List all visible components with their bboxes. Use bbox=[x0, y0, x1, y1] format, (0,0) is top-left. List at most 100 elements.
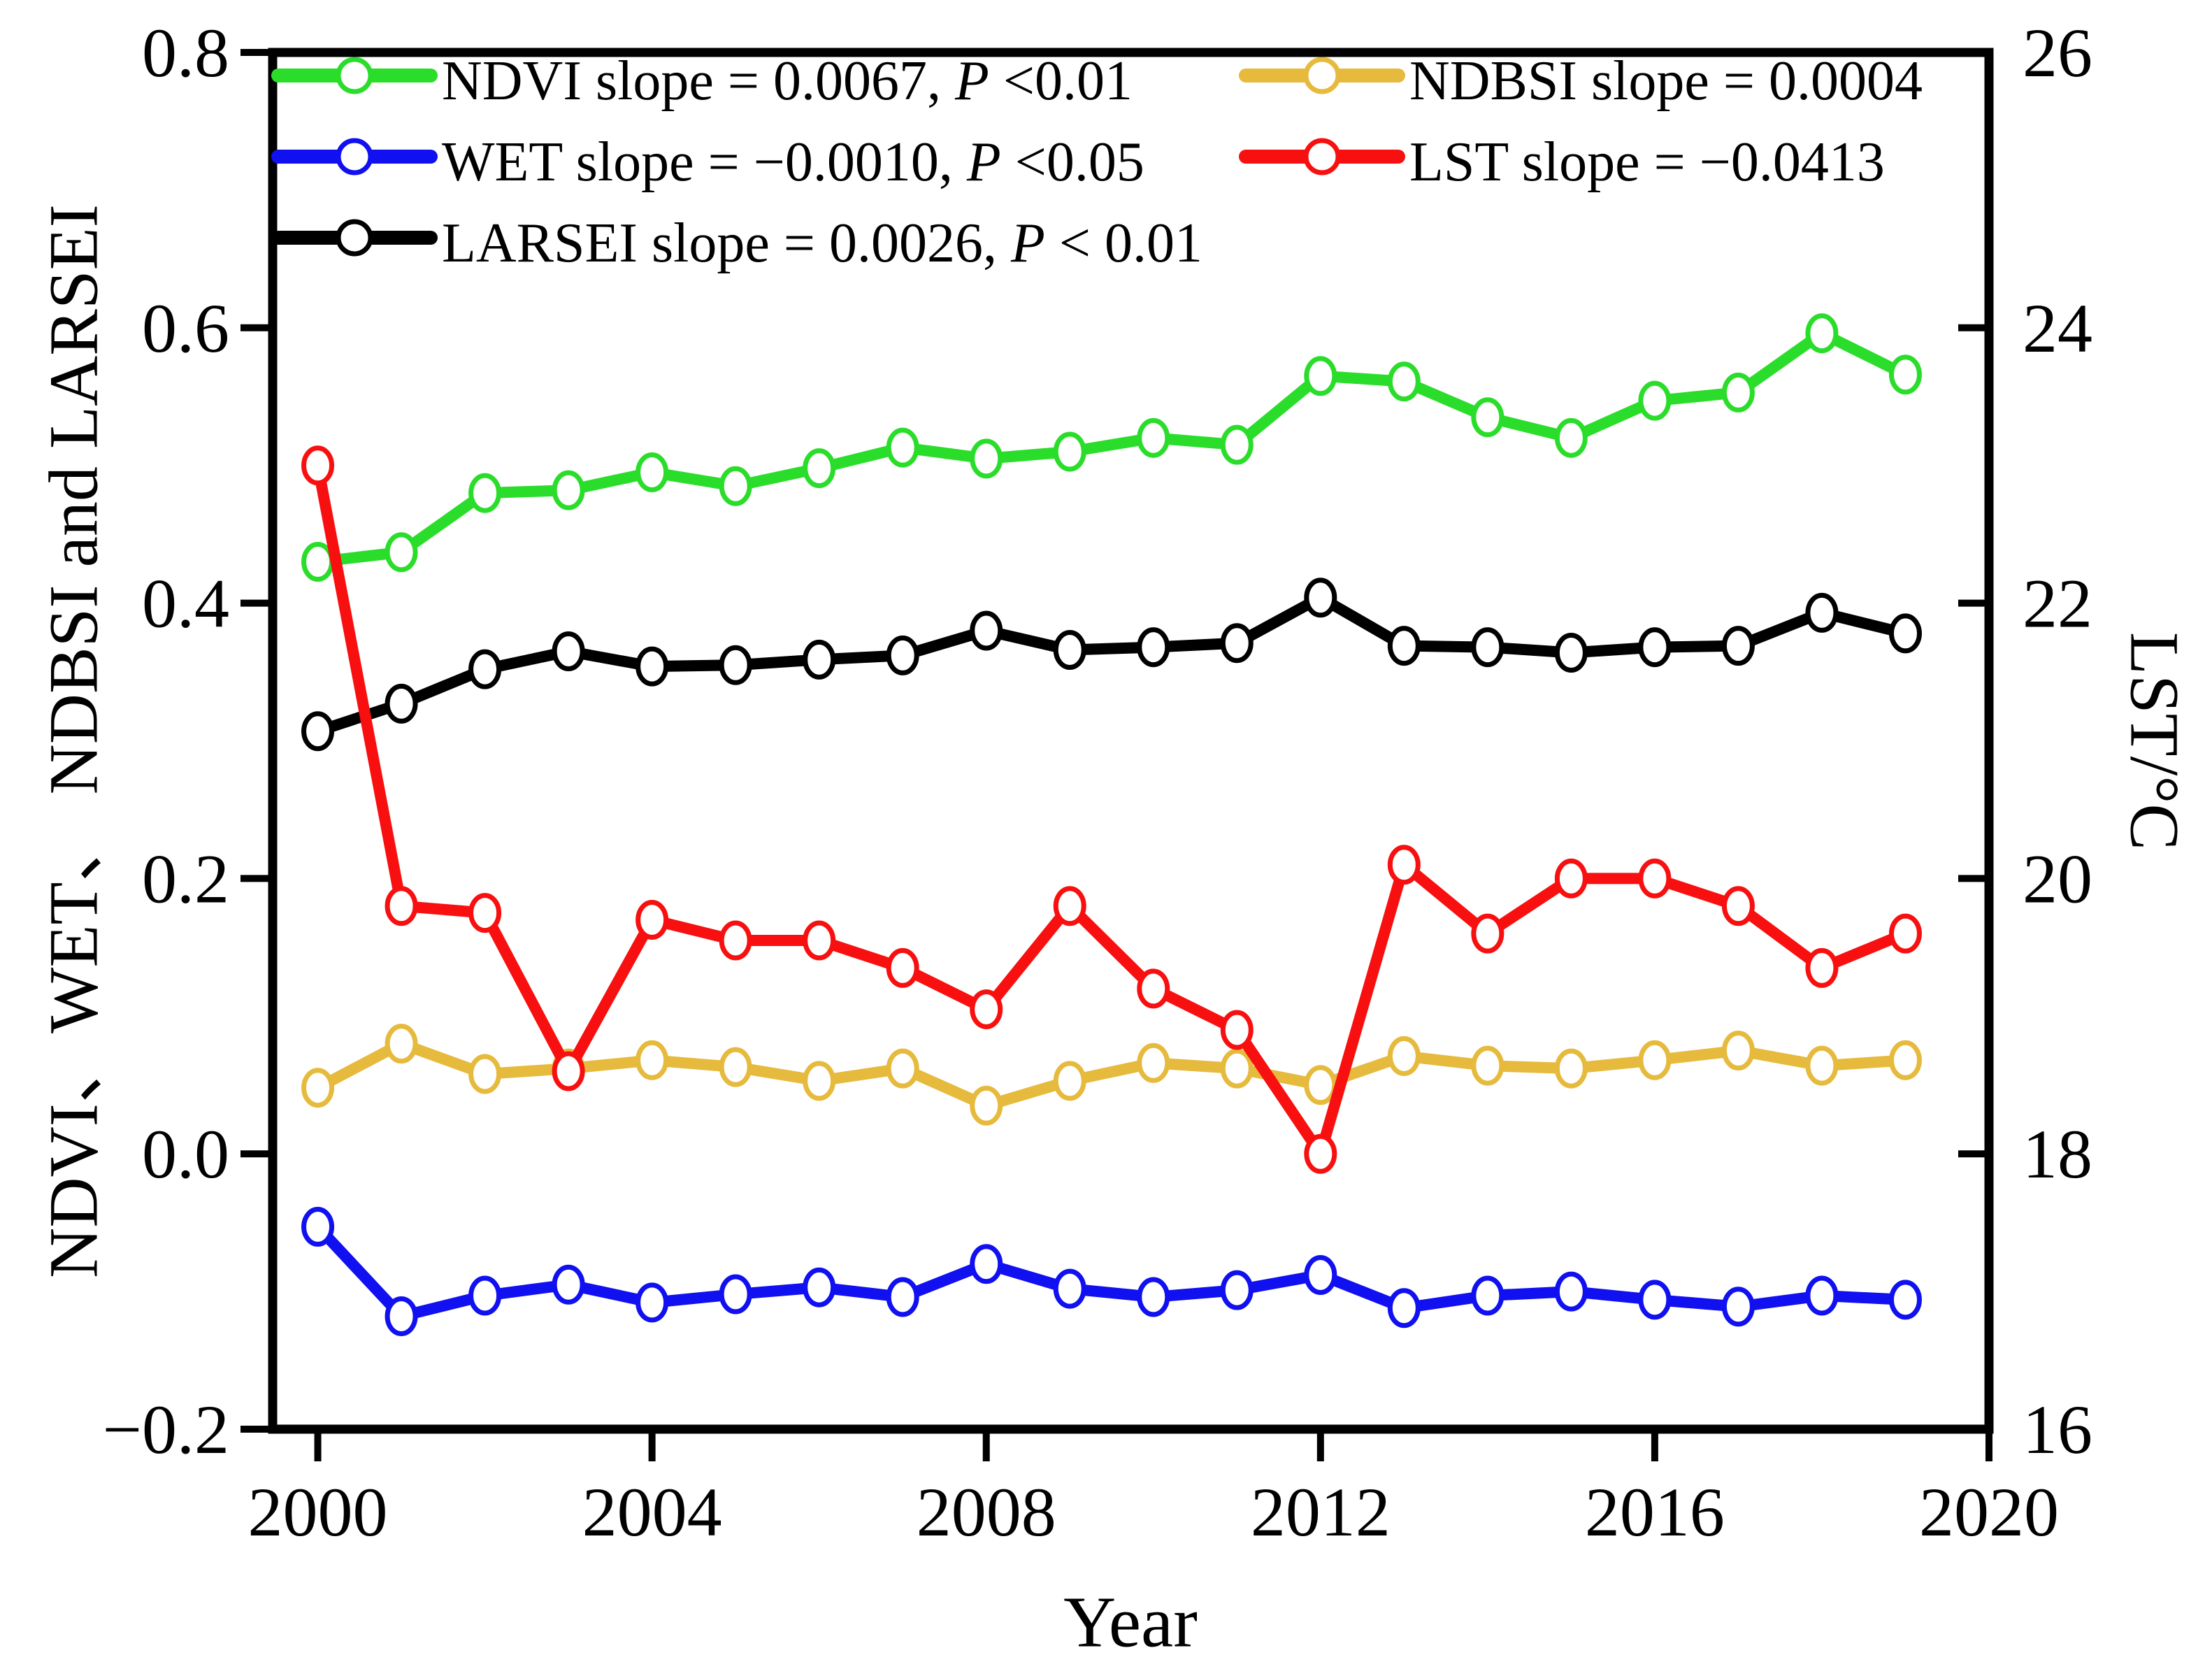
legend-label: NDBSI slope = 0.0004 bbox=[1409, 50, 1923, 112]
larsei-marker bbox=[385, 683, 418, 724]
legend-label: LARSEI slope = 0.0026, P < 0.01 bbox=[442, 213, 1202, 274]
left-tick-label: 0.2 bbox=[142, 840, 229, 917]
larsei-marker bbox=[1721, 626, 1755, 666]
larsei-marker bbox=[1638, 627, 1672, 668]
larsei-marker bbox=[1137, 627, 1170, 668]
wet-marker bbox=[1387, 1288, 1421, 1328]
ndbsi-marker bbox=[1554, 1048, 1588, 1089]
ndvi-marker bbox=[803, 448, 836, 489]
right-tick-label: 16 bbox=[2023, 1391, 2092, 1468]
wet-marker bbox=[1220, 1270, 1254, 1310]
lst-marker bbox=[1053, 886, 1086, 926]
lst-marker bbox=[301, 445, 335, 486]
wet-marker bbox=[385, 1296, 418, 1337]
wet-marker bbox=[301, 1207, 335, 1247]
lst-marker bbox=[970, 989, 1003, 1029]
legend-entry-wet: WET slope = −0.0010, P <0.05 bbox=[271, 131, 1144, 193]
left-tick-label: 0.0 bbox=[142, 1115, 229, 1193]
lst-marker bbox=[552, 1051, 585, 1091]
larsei-marker bbox=[552, 631, 585, 672]
lst-marker bbox=[719, 920, 752, 961]
lst-marker bbox=[1888, 913, 1922, 954]
ndvi-marker bbox=[886, 427, 919, 468]
ndbsi-marker bbox=[1137, 1043, 1170, 1083]
lst-marker bbox=[1387, 845, 1421, 885]
ndvi-line bbox=[312, 327, 1911, 568]
wet-marker bbox=[1304, 1254, 1337, 1295]
ndvi-marker bbox=[1721, 372, 1755, 413]
ndbsi-marker bbox=[1387, 1036, 1421, 1076]
lst-marker bbox=[1554, 858, 1588, 898]
legend-marker bbox=[336, 138, 373, 176]
legend-entry-ndbsi: NDBSI slope = 0.0004 bbox=[1239, 50, 1923, 112]
ndvi-marker bbox=[1053, 431, 1086, 472]
legend-label: WET slope = −0.0010, P <0.05 bbox=[442, 131, 1144, 193]
legend-entry-ndvi: NDVI slope = 0.0067, P <0.01 bbox=[271, 50, 1133, 112]
larsei-marker bbox=[468, 649, 502, 689]
ndvi-marker bbox=[1137, 417, 1170, 458]
wet-marker bbox=[1053, 1268, 1086, 1309]
ndbsi-marker bbox=[301, 1068, 335, 1108]
wet-marker bbox=[1554, 1271, 1588, 1312]
ndvi-marker bbox=[1387, 361, 1421, 402]
ndbsi-marker bbox=[886, 1048, 919, 1089]
larsei-marker bbox=[1304, 578, 1337, 618]
right-tick-label: 24 bbox=[2023, 289, 2092, 367]
lst-marker bbox=[635, 899, 669, 940]
ndvi-marker bbox=[1304, 356, 1337, 396]
wet-marker bbox=[1638, 1280, 1672, 1320]
wet-marker bbox=[970, 1244, 1003, 1284]
ndbsi-marker bbox=[1220, 1048, 1254, 1089]
ndvi-marker bbox=[301, 542, 335, 582]
x-tick-label: 2012 bbox=[1251, 1473, 1391, 1551]
wet-marker bbox=[1888, 1280, 1922, 1320]
ndvi-marker bbox=[1220, 424, 1254, 465]
larsei-marker bbox=[803, 639, 836, 680]
larsei-marker bbox=[1220, 623, 1254, 664]
larsei-marker bbox=[635, 646, 669, 687]
ndbsi-marker bbox=[1053, 1061, 1086, 1101]
wet-marker bbox=[468, 1275, 502, 1316]
x-tick-label: 2000 bbox=[248, 1473, 388, 1551]
wet-marker bbox=[635, 1282, 669, 1323]
ndvi-marker bbox=[719, 466, 752, 506]
ndvi-marker bbox=[468, 473, 502, 513]
lst-marker bbox=[1137, 968, 1170, 1009]
right-tick-label: 20 bbox=[2023, 840, 2092, 917]
legend-entry-lst: LST slope = −0.0413 bbox=[1239, 131, 1885, 193]
lst-marker bbox=[468, 893, 502, 933]
legend-entry-larsei: LARSEI slope = 0.0026, P < 0.01 bbox=[271, 213, 1202, 274]
ndvi-marker bbox=[1554, 417, 1588, 458]
larsei-marker bbox=[886, 635, 919, 675]
ndvi-marker bbox=[635, 452, 669, 493]
right-axis-title: LST/°C bbox=[2116, 631, 2194, 851]
ndbsi-marker bbox=[1638, 1040, 1672, 1080]
legend-marker bbox=[1303, 138, 1341, 176]
larsei-marker bbox=[1387, 626, 1421, 666]
larsei-marker bbox=[1805, 592, 1839, 633]
ndbsi-marker bbox=[1721, 1031, 1755, 1071]
ndbsi-marker bbox=[970, 1085, 1003, 1126]
ndbsi-marker bbox=[1805, 1045, 1839, 1086]
x-tick-label: 2004 bbox=[582, 1473, 722, 1551]
left-tick-label: 0.6 bbox=[142, 289, 229, 367]
ndbsi-marker bbox=[468, 1054, 502, 1094]
left-tick-label: 0.4 bbox=[142, 565, 229, 643]
lst-marker bbox=[803, 920, 836, 961]
right-tick-label: 26 bbox=[2023, 14, 2092, 92]
larsei-marker bbox=[719, 645, 752, 685]
legend-marker bbox=[336, 57, 373, 94]
ndbsi-marker bbox=[635, 1040, 669, 1080]
plot-border bbox=[268, 48, 1994, 1434]
ndbsi-marker bbox=[1888, 1040, 1922, 1080]
lst-marker bbox=[886, 947, 919, 988]
wet-marker bbox=[886, 1277, 919, 1317]
wet-marker bbox=[1805, 1275, 1839, 1316]
x-tick-label: 2008 bbox=[917, 1473, 1056, 1551]
x-tick-label: 2020 bbox=[1919, 1473, 2059, 1551]
ndbsi-marker bbox=[385, 1024, 418, 1064]
legend-marker bbox=[336, 219, 373, 257]
larsei-marker bbox=[1888, 613, 1922, 654]
left-tick-label: −0.2 bbox=[103, 1391, 229, 1468]
